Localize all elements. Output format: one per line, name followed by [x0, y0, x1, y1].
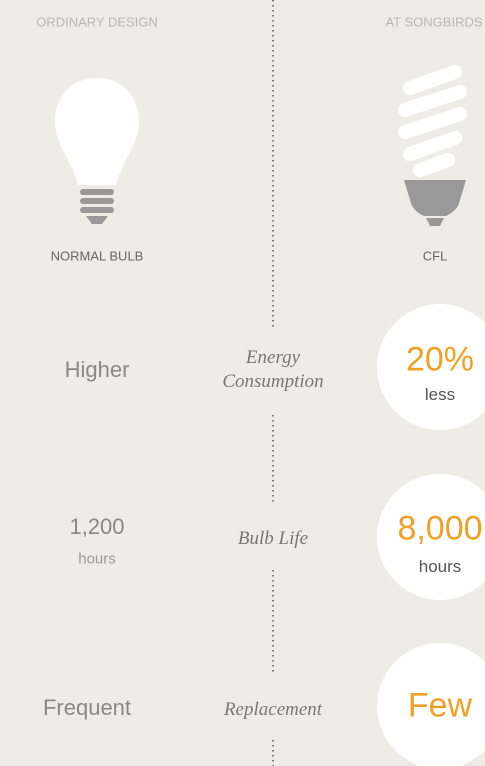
feature: Energy Consumption — [222, 347, 324, 392]
ordinary-value: Higher — [64, 357, 130, 382]
bulb-label: NORMAL BULB — [50, 248, 144, 264]
cfl-tip — [426, 218, 444, 226]
songbirds-value: 20% — [405, 340, 475, 379]
normal-bulb-icon — [55, 78, 139, 224]
cfl-base — [404, 180, 466, 216]
ordinary-value: Frequent — [42, 695, 132, 720]
feature: Bulb Life — [237, 528, 309, 549]
cfl-icon — [398, 65, 467, 177]
ordinary-unit: hours — [78, 550, 116, 568]
header-right: AT SONGBIRDS — [385, 14, 483, 30]
bulb-label: CFL — [422, 248, 448, 264]
header-left: ORDINARY DESIGN — [36, 14, 158, 30]
circle — [377, 643, 485, 766]
songbirds-value: Few — [407, 686, 473, 725]
circle — [377, 304, 485, 430]
songbirds-value: 8,000 — [397, 509, 483, 548]
songbirds-unit: less — [424, 385, 456, 404]
circle — [377, 474, 485, 600]
feature: Replacement — [223, 699, 323, 720]
ordinary-value: 1,200 — [69, 514, 125, 539]
songbirds-unit: hours — [418, 557, 462, 576]
